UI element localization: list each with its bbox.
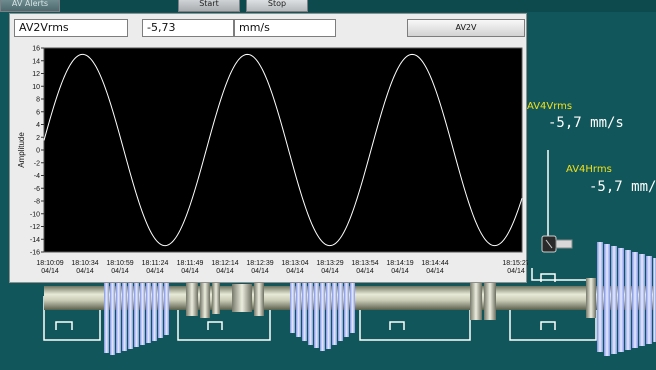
x-tick-date: 04/14: [181, 268, 199, 275]
tab-av-alerts[interactable]: AV Alerts: [0, 0, 60, 12]
x-tick-date: 04/14: [251, 268, 269, 275]
sensor-av4vrms-title: AV4Vrms: [527, 101, 573, 112]
y-tick-label: 8: [36, 97, 40, 104]
waveform-chart: Amplitude 16 14 12 10 8 6 4 2 0 -2 -4 -6 -8 -10 -12 -14…: [17, 46, 528, 276]
collars: [186, 276, 596, 320]
x-tick-date: 04/14: [426, 268, 444, 275]
sensor-av4vrms-value: -5,7 mm/s: [548, 115, 624, 131]
y-tick-label: -12: [30, 224, 40, 231]
blade-stack-3: [597, 242, 656, 356]
x-tick-time: 18:10:34: [71, 260, 98, 267]
x-tick-date: 04/14: [391, 268, 409, 275]
y-tick-label: 12: [32, 71, 40, 78]
x-tick-time: 18:11:24: [142, 260, 169, 267]
x-tick-time: 18:13:54: [351, 260, 378, 267]
start-button[interactable]: Start: [178, 0, 240, 12]
x-tick-time: 18:13:04: [281, 260, 308, 267]
value-field: -5,73: [142, 19, 234, 37]
x-tick-date: 04/14: [111, 268, 129, 275]
y-tick-label: -2: [34, 160, 40, 167]
y-tick-label: -14: [30, 237, 40, 244]
blade-stack-1: [104, 283, 169, 355]
y-tick-label: -6: [34, 186, 40, 193]
y-tick-label: 4: [36, 122, 40, 129]
plot-area: [43, 47, 523, 253]
x-tick-time: 18:10:09: [36, 260, 63, 267]
y-tick-label: -10: [30, 211, 40, 218]
sensor-probe-icon: [541, 235, 573, 253]
x-tick-date: 04/14: [507, 268, 525, 275]
y-tick-label: 2: [36, 135, 40, 142]
sensor-av4hrms-title: AV4Hrms: [566, 164, 612, 175]
y-tick-label: -16: [30, 250, 40, 257]
x-tick-date: 04/14: [76, 268, 94, 275]
channel-name-field: AV2Vrms: [14, 19, 128, 37]
x-tick-time: 18:13:29: [316, 260, 343, 267]
top-toolbar: [0, 0, 656, 12]
unit-field: mm/s: [234, 19, 336, 37]
x-tick-date: 04/14: [41, 268, 59, 275]
y-tick-label: 10: [32, 84, 40, 91]
y-tick-label: 6: [36, 109, 40, 116]
x-tick-time: 18:10:59: [106, 260, 133, 267]
blade-stack-2: [290, 283, 355, 351]
sensor-av4hrms-value: -5,7 mm/s: [589, 179, 656, 195]
x-tick-date: 04/14: [146, 268, 164, 275]
x-tick-time: 18:14:19: [386, 260, 413, 267]
x-tick-date: 04/14: [286, 268, 304, 275]
y-tick-label: 0: [36, 148, 40, 155]
stop-button[interactable]: Stop: [246, 0, 308, 12]
x-tick-date: 04/14: [321, 268, 339, 275]
waveform-line: [43, 53, 523, 247]
y-tick-label: -8: [34, 199, 40, 206]
y-tick-label: 14: [32, 58, 40, 65]
waveform-panel: AV2Vrms -5,73 mm/s AV2V Amplitude 16 14 12…: [9, 13, 528, 283]
x-tick-date: 04/14: [356, 268, 374, 275]
y-tick-label: -4: [34, 173, 40, 180]
x-tick-time: 18:12:14: [211, 260, 238, 267]
av2v-button[interactable]: AV2V: [407, 19, 525, 37]
x-tick-time: 18:14:44: [421, 260, 448, 267]
y-tick-label: 16: [32, 46, 40, 53]
x-tick-time: 18:12:39: [246, 260, 273, 267]
y-axis-label: Amplitude: [17, 132, 26, 168]
x-tick-time: 18:11:49: [177, 260, 204, 267]
x-tick-time: 18:15:27: [502, 260, 528, 267]
x-tick-date: 04/14: [216, 268, 234, 275]
